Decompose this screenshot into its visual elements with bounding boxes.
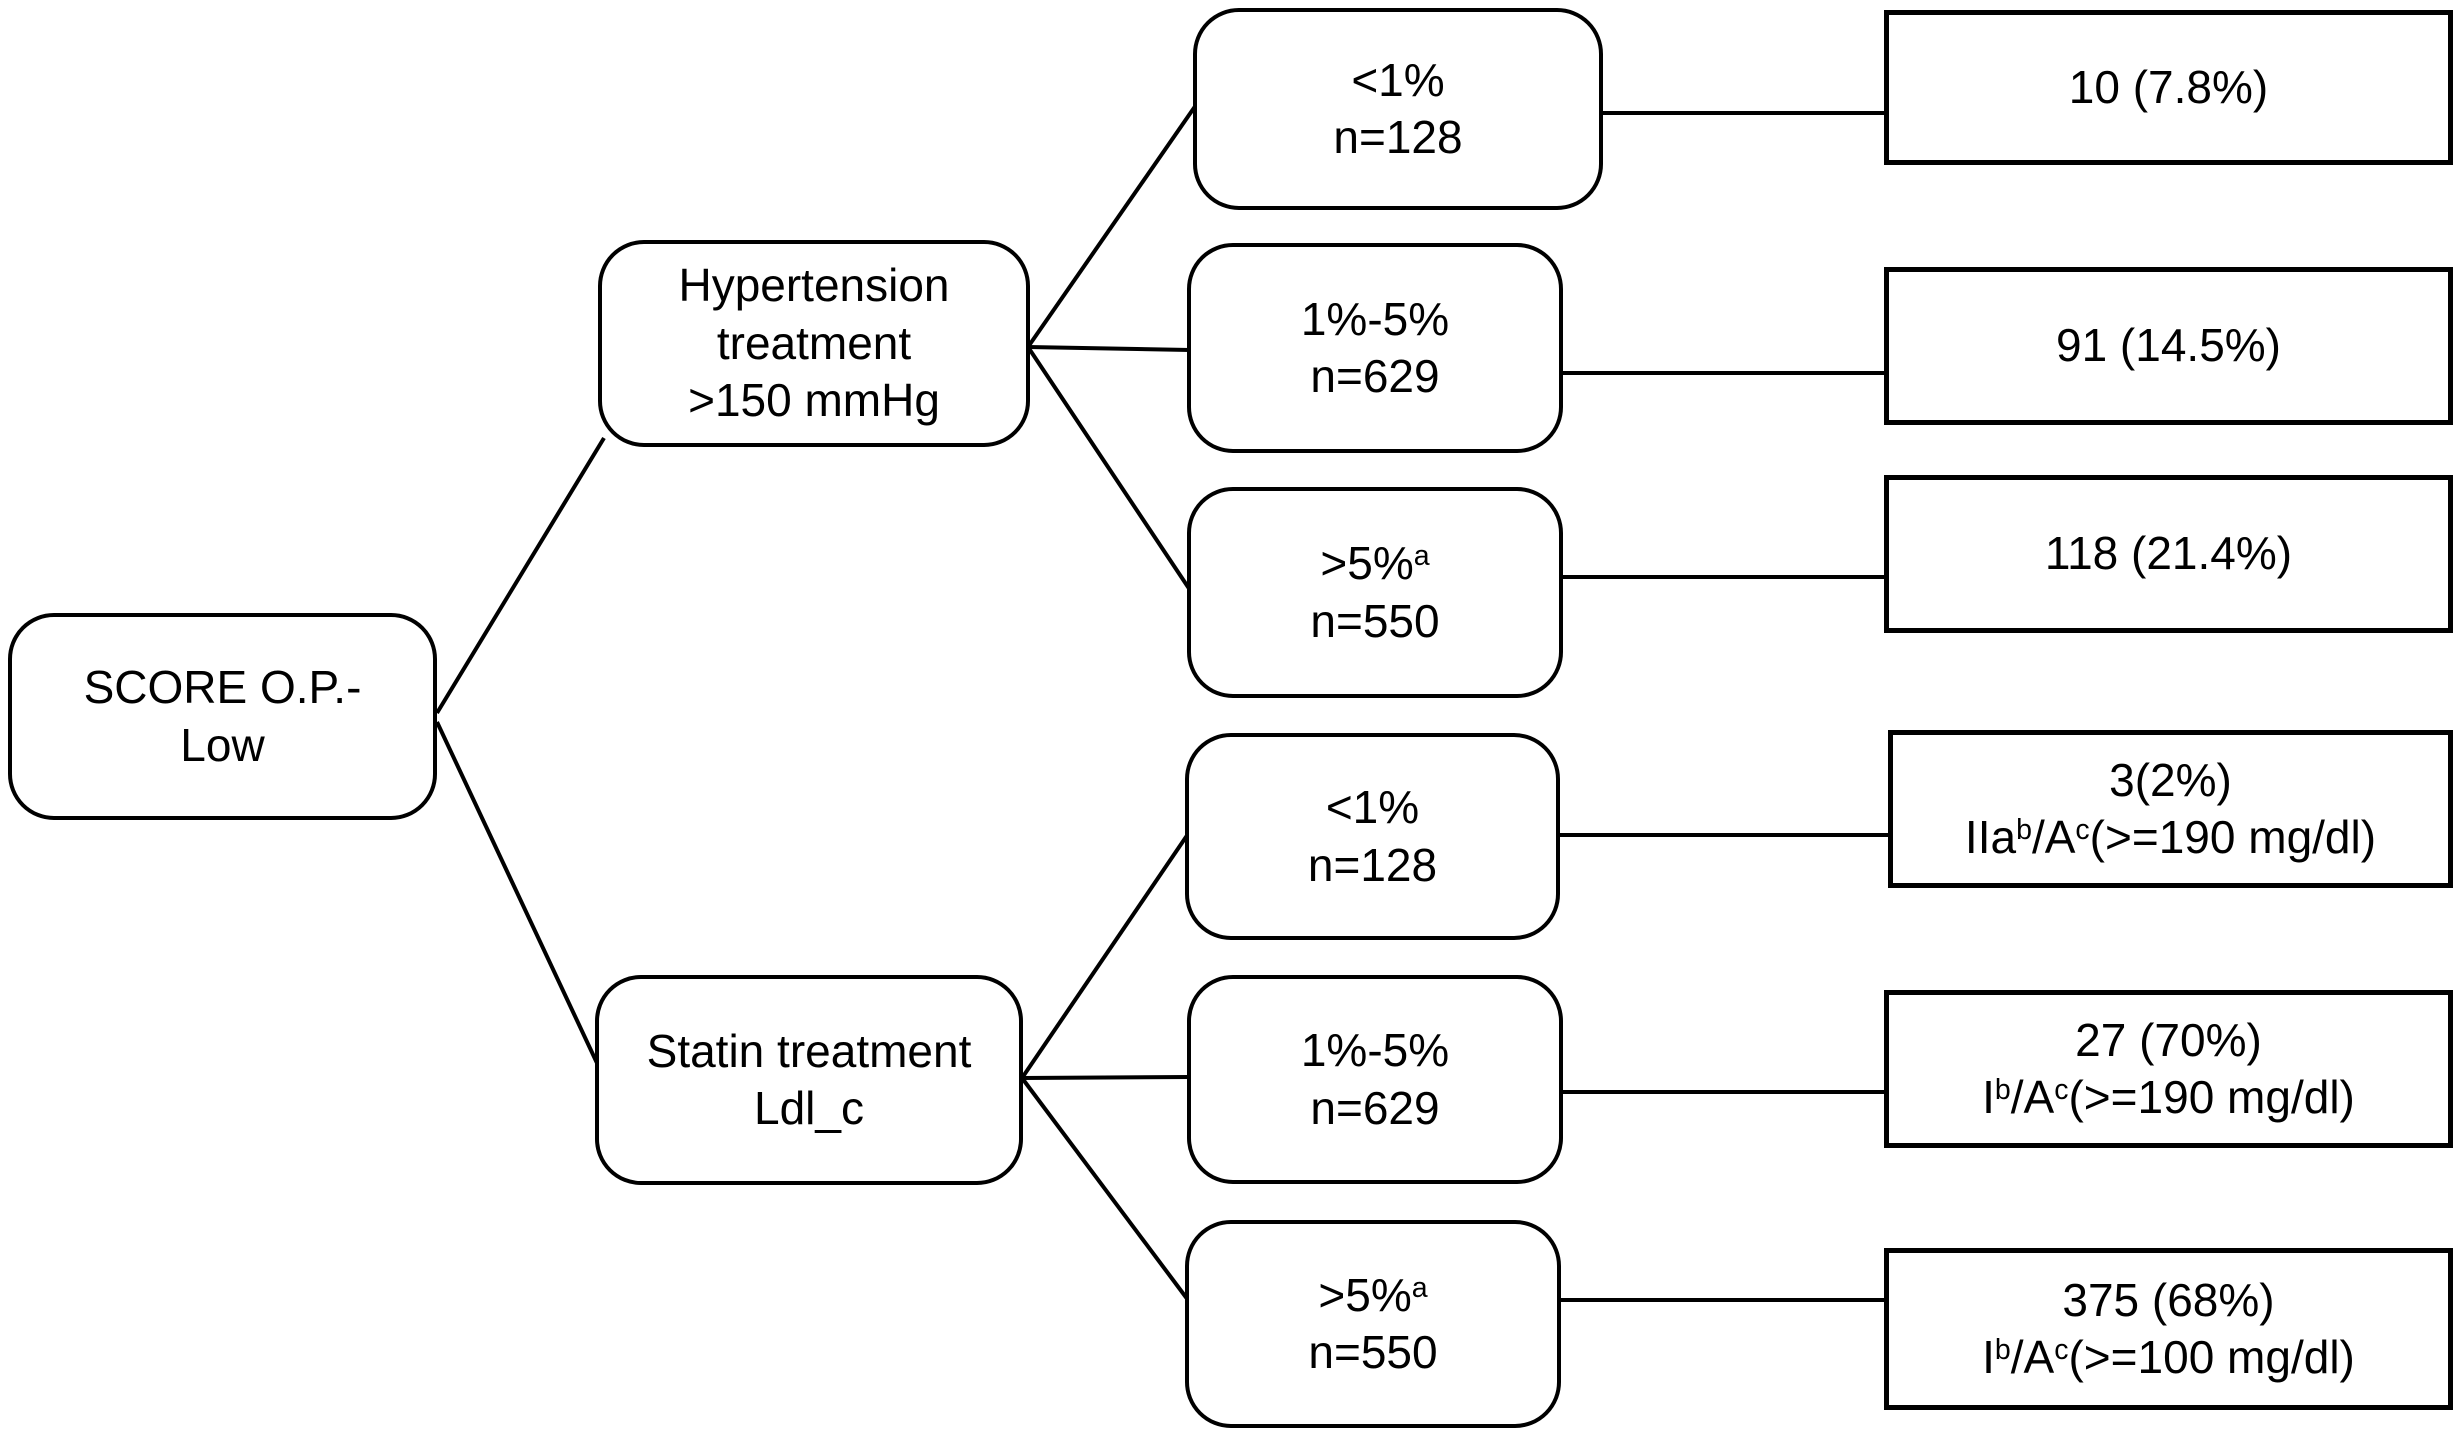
node-hyp-gt5-n: n=550 <box>1310 594 1440 647</box>
node-hyp-1to5-n: n=629 <box>1310 350 1440 402</box>
result-statin-lt1-class-base2: /A <box>2031 811 2076 863</box>
node-hypertension-line1: Hypertension <box>678 259 950 312</box>
result-statin-1to5-class-base2: /A <box>2010 1071 2055 1123</box>
result-statin-gt5-count: 375 (68%) <box>2062 1273 2275 1326</box>
node-statin-lt1-n: n=128 <box>1307 838 1438 891</box>
edge-hyp-1to5 <box>1027 345 1191 352</box>
node-statin-treatment: Statin treatment Ldl_c <box>595 975 1023 1185</box>
result-statin-1to5-count: 27 (70%) <box>2075 1013 2262 1066</box>
node-statin-line2: Ldl_c <box>754 1082 864 1134</box>
edge-root-statin <box>435 721 606 1079</box>
edge-statin-gt5 <box>1020 1076 1190 1302</box>
result-statin-gt5: 375 (68%) Ib/Ac(>=100 mg/dl) <box>1884 1248 2453 1410</box>
result-statin-lt1-class: IIab/Ac(>=190 mg/dl) <box>1965 809 2376 867</box>
result-statin-1to5-class-sup2: c <box>2054 1073 2069 1106</box>
result-statin-gt5-class-sup1: b <box>1994 1333 2011 1366</box>
edge-statin-lt1 <box>1020 832 1190 1080</box>
result-statin-gt5-class-tail: (>=100 mg/dl) <box>2068 1331 2355 1383</box>
edge-hyp-lt1 <box>1026 103 1198 349</box>
node-hyp-gt5-risk-sup: a <box>1413 539 1430 572</box>
node-statin-risk-lt1: <1% n=128 <box>1185 733 1560 940</box>
node-statin-line1: Statin treatment <box>646 1024 972 1077</box>
result-statin-1to5-class: Ib/Ac(>=190 mg/dl) <box>1982 1069 2355 1127</box>
result-statin-lt1-class-sup1: b <box>2016 813 2032 846</box>
node-hypertension-line2: treatment <box>716 316 912 369</box>
edge-hyp-gt5 <box>1026 345 1192 592</box>
result-statin-gt5-class-sup2: c <box>2054 1333 2069 1366</box>
result-hyp-1to5-count: 91 (14.5%) <box>2055 319 2281 372</box>
node-hyp-1to5-risk: 1%-5% <box>1300 292 1450 345</box>
node-hyp-lt1-risk: <1% <box>1351 53 1445 106</box>
node-statin-risk-gt5: >5%a n=550 <box>1185 1220 1561 1428</box>
node-hyp-lt1-n: n=128 <box>1333 111 1463 163</box>
result-statin-lt1: 3(2%) IIab/Ac(>=190 mg/dl) <box>1888 730 2453 888</box>
result-statin-1to5-class-base1: I <box>1982 1071 1995 1123</box>
node-score-op-low: SCORE O.P.- Low <box>8 613 437 820</box>
node-statin-1to5-n: n=629 <box>1310 1081 1440 1134</box>
result-statin-lt1-class-base1: IIa <box>1964 811 2017 863</box>
node-hyp-risk-lt1: <1% n=128 <box>1193 8 1603 210</box>
result-hyp-gt5-count: 118 (21.4%) <box>2044 527 2293 580</box>
result-statin-gt5-class: Ib/Ac(>=100 mg/dl) <box>1982 1329 2355 1387</box>
node-statin-1to5-risk: 1%-5% <box>1300 1024 1450 1076</box>
node-statin-gt5-risk-base: >5% <box>1318 1268 1412 1321</box>
node-statin-risk-1to5: 1%-5% n=629 <box>1187 975 1563 1184</box>
edge-root-hypertension <box>435 436 606 715</box>
result-statin-lt1-count: 3(2%) <box>2109 753 2232 806</box>
result-statin-1to5: 27 (70%) Ib/Ac(>=190 mg/dl) <box>1884 990 2453 1148</box>
node-statin-lt1-risk: <1% <box>1325 781 1420 833</box>
node-score-op-low-line2: Low <box>180 718 265 771</box>
node-hyp-risk-gt5: >5%a n=550 <box>1187 487 1563 698</box>
result-statin-gt5-class-base1: I <box>1982 1331 1995 1383</box>
node-hyp-risk-1to5: 1%-5% n=629 <box>1187 243 1563 453</box>
result-statin-lt1-class-tail: (>=190 mg/dl) <box>2089 811 2377 863</box>
node-hypertension-line3: >150 mmHg <box>688 374 940 427</box>
node-statin-gt5-n: n=550 <box>1308 1326 1438 1378</box>
result-statin-lt1-class-sup2: c <box>2075 813 2090 846</box>
node-score-op-low-line1: SCORE O.P.- <box>83 661 362 713</box>
result-statin-1to5-class-sup1: b <box>1994 1073 2011 1106</box>
result-hyp-1to5: 91 (14.5%) <box>1884 267 2453 425</box>
node-hyp-gt5-risk-base: >5% <box>1320 537 1414 589</box>
edge-statin-1to5 <box>1021 1075 1191 1080</box>
result-hyp-gt5: 118 (21.4%) <box>1884 475 2453 633</box>
node-hyp-gt5-risk: >5%a <box>1320 535 1429 593</box>
node-statin-gt5-risk: >5%a <box>1318 1267 1427 1325</box>
result-hyp-lt1: 10 (7.8%) <box>1884 10 2453 165</box>
node-statin-gt5-risk-sup: a <box>1411 1271 1428 1304</box>
result-statin-1to5-class-tail: (>=190 mg/dl) <box>2068 1071 2355 1123</box>
result-hyp-lt1-count: 10 (7.8%) <box>2068 60 2269 113</box>
result-statin-gt5-class-base2: /A <box>2010 1331 2055 1383</box>
node-hypertension-treatment: Hypertension treatment >150 mmHg <box>598 240 1030 447</box>
